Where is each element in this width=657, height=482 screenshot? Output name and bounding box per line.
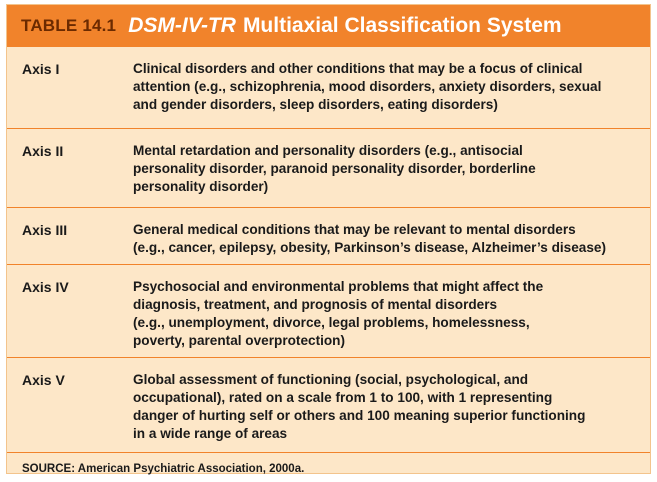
- table-title: Multiaxial Classification System: [242, 14, 562, 37]
- source-citation: SOURCE: American Psychiatric Association…: [22, 463, 305, 475]
- axis-description: Global assessment of functioning (social…: [133, 372, 586, 441]
- axis-description: Clinical disorders and other conditions …: [133, 61, 602, 112]
- table-row: Axis V Global assessment of functioning …: [7, 358, 650, 453]
- axis-label: Axis II: [22, 143, 64, 159]
- table-number: TABLE 14.1: [21, 16, 117, 35]
- table-title-italic: DSM-IV-TR: [128, 14, 236, 37]
- axis-label: Axis III: [22, 222, 68, 238]
- axis-label: Axis I: [22, 61, 60, 77]
- classification-table: TABLE 14.1 DSM-IV-TR Multiaxial Classifi…: [6, 4, 651, 475]
- table-row: Axis II Mental retardation and personali…: [7, 129, 650, 208]
- table-title-bar: TABLE 14.1 DSM-IV-TR Multiaxial Classifi…: [7, 5, 650, 47]
- axis-description: Mental retardation and personality disor…: [133, 143, 536, 194]
- table-row: Axis IV Psychosocial and environmental p…: [7, 265, 650, 358]
- table-body: Axis I Clinical disorders and other cond…: [7, 47, 650, 453]
- axis-label: Axis V: [22, 372, 65, 388]
- table-row: Axis I Clinical disorders and other cond…: [7, 47, 650, 129]
- axis-description: Psychosocial and environmental problems …: [133, 279, 544, 348]
- axis-label: Axis IV: [22, 279, 69, 295]
- axis-description: General medical conditions that may be r…: [133, 222, 606, 255]
- table-row: Axis III General medical conditions that…: [7, 208, 650, 265]
